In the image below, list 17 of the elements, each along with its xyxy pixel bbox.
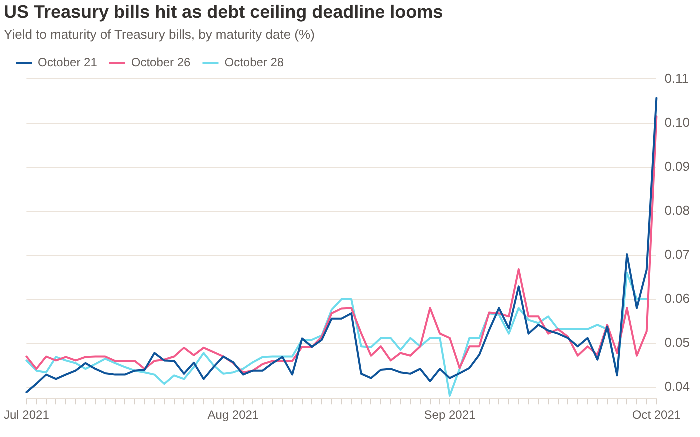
x-tick-label: Oct 2021 bbox=[632, 408, 682, 422]
y-tick-label: 0.09 bbox=[664, 158, 690, 174]
chart-title: US Treasury bills hit as debt ceiling deadline looms bbox=[4, 2, 444, 22]
x-tick-label: Sep 2021 bbox=[424, 408, 476, 422]
legend-label: October 28 bbox=[224, 56, 284, 70]
y-tick-label: 0.08 bbox=[664, 202, 690, 218]
legend-label: October 21 bbox=[38, 56, 98, 70]
chart-subtitle: Yield to maturity of Treasury bills, by maturity date (%) bbox=[4, 26, 315, 42]
y-tick-label: 0.06 bbox=[664, 291, 690, 306]
y-tick-label: 0.05 bbox=[664, 335, 690, 350]
x-tick-label: Jul 2021 bbox=[4, 408, 50, 422]
legend-label: October 26 bbox=[131, 56, 192, 70]
y-tick-label: 0.07 bbox=[664, 247, 690, 262]
y-tick-label: 0.10 bbox=[664, 114, 690, 130]
y-tick-label: 0.11 bbox=[664, 70, 690, 86]
x-tick-label: Aug 2021 bbox=[208, 408, 260, 422]
y-tick-label: 0.04 bbox=[664, 379, 690, 394]
